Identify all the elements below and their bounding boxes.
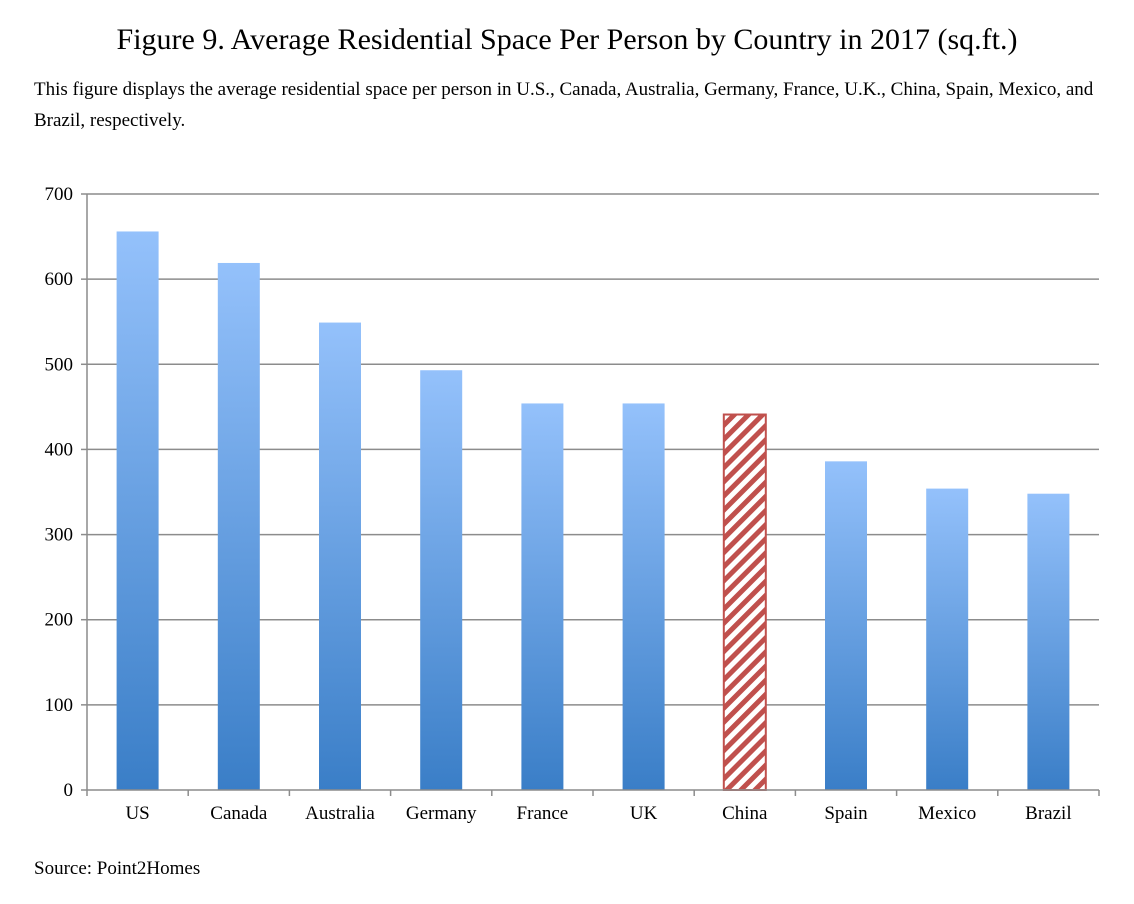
bar-australia (319, 322, 361, 790)
bar-spain (825, 461, 867, 790)
y-tick-label-700: 700 (45, 184, 74, 205)
chart-caption: This figure displays the average residen… (34, 79, 1094, 131)
x-tick-label-france: France (517, 803, 569, 824)
bar-canada (217, 262, 260, 791)
x-tick-label-spain: Spain (824, 803, 868, 824)
bar-uk (622, 403, 665, 790)
y-tick-label-100: 100 (45, 695, 74, 716)
bar-china (722, 413, 767, 791)
x-tick-label-germany: Germany (406, 803, 477, 824)
y-tick-label-200: 200 (45, 610, 74, 631)
chart-title: Figure 9. Average Residential Space Per … (116, 23, 1018, 56)
tick-labels: 0 100 200 300 400 500 600 700 US Canada Australia G… (45, 184, 1072, 824)
y-tick-label-400: 400 (45, 439, 74, 460)
bar-france (521, 403, 564, 790)
bar-us (116, 231, 159, 790)
y-tick-label-0: 0 (64, 780, 74, 801)
x-tick-label-brazil: Brazil (1025, 803, 1071, 824)
x-tick-label-uk: UK (630, 803, 658, 824)
bar-brazil (1027, 493, 1070, 790)
y-tick-label-500: 500 (45, 354, 74, 375)
source-note: Source: Point2Homes (34, 858, 201, 879)
bars (116, 231, 1070, 791)
x-tick-label-china: China (722, 803, 768, 824)
bar-mexico (926, 488, 969, 790)
axes (81, 193, 1100, 796)
x-tick-label-australia: Australia (305, 803, 375, 824)
bar-germany (420, 370, 463, 790)
x-tick-label-mexico: Mexico (918, 803, 976, 824)
x-tick-label-canada: Canada (210, 803, 268, 824)
y-tick-label-600: 600 (45, 269, 74, 290)
x-tick-label-us: US (125, 803, 149, 824)
y-tick-label-300: 300 (45, 525, 74, 546)
